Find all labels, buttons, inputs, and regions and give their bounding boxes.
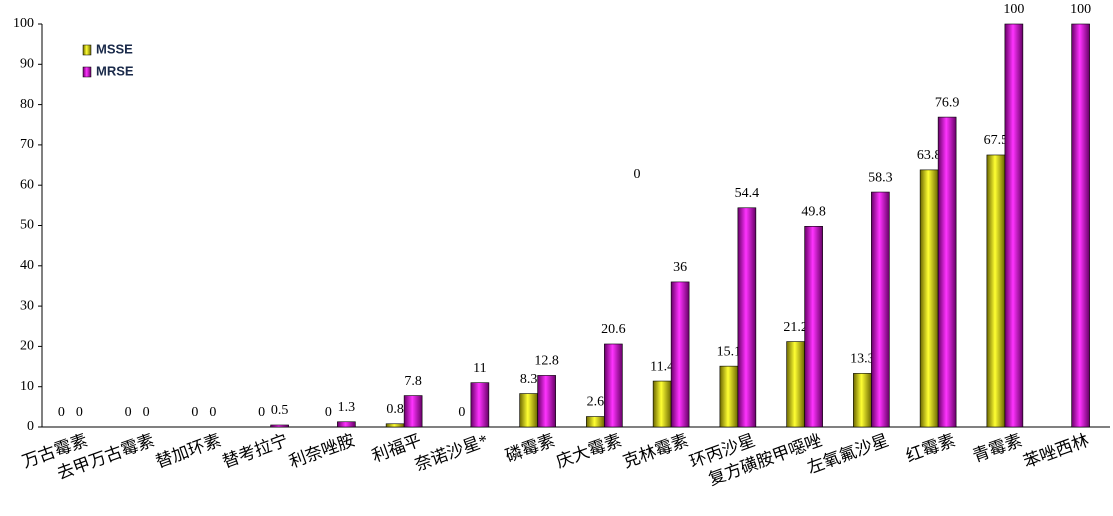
data-label: 21.2 [783, 320, 808, 335]
legend-swatch [82, 66, 92, 78]
bar [403, 395, 423, 428]
bar [853, 373, 872, 428]
data-label: 13.3 [850, 352, 875, 367]
bar [919, 169, 939, 428]
data-label: 2.6 [587, 395, 605, 410]
bar [937, 116, 957, 428]
x-tick-label: 青霉素 [970, 431, 1024, 466]
y-tick-label: 50 [20, 218, 34, 233]
data-label: 11.4 [650, 359, 674, 374]
y-tick-label: 10 [20, 379, 34, 394]
bar [385, 423, 405, 428]
bar [670, 281, 690, 428]
data-label: 100 [1070, 2, 1091, 17]
data-label: 49.8 [801, 205, 826, 220]
legend-label: MRSE [96, 63, 134, 78]
y-tick-label: 100 [13, 16, 34, 31]
y-tick-label: 30 [20, 298, 34, 313]
x-tick-label: 红霉素 [903, 431, 957, 466]
bar [586, 416, 605, 428]
y-tick-label: 60 [20, 177, 34, 192]
bar [719, 365, 739, 428]
data-label: 0.8 [386, 402, 404, 417]
data-label: 67.5 [984, 133, 1009, 148]
x-tick-label: 庆大霉素 [554, 431, 624, 472]
data-label: 0 [76, 405, 83, 420]
data-label: 0 [58, 405, 65, 420]
bar [804, 226, 823, 428]
data-label: 20.6 [601, 322, 626, 337]
bar [986, 154, 1006, 428]
y-tick-label: 70 [20, 137, 34, 152]
x-tick-label: 利奈唑胺 [287, 431, 357, 472]
x-tick-label: 替考拉宁 [220, 431, 290, 472]
bar [337, 421, 356, 428]
y-tick-label: 90 [20, 57, 34, 72]
data-label: 100 [1003, 2, 1024, 17]
legend-swatch [82, 44, 92, 56]
bar [1071, 23, 1090, 428]
x-tick-label: 奈诺沙星* [412, 431, 490, 475]
data-label: 0.5 [271, 403, 289, 418]
bar [470, 382, 490, 428]
x-tick-label: 替加环素 [153, 431, 223, 472]
bar [519, 393, 538, 428]
data-label: 0 [458, 405, 465, 420]
data-label: 54.4 [735, 186, 760, 201]
data-label: 0 [209, 405, 216, 420]
bar [652, 380, 672, 428]
data-label: 0 [258, 405, 265, 420]
bar [871, 191, 890, 428]
data-label: 63.8 [917, 148, 942, 163]
data-label: 36 [673, 260, 687, 275]
legend-label: MSSE [96, 41, 133, 56]
x-tick-label: 磷霉素 [503, 431, 557, 466]
bar [537, 375, 556, 428]
data-label: 8.3 [520, 372, 538, 387]
data-label: 0 [125, 405, 132, 420]
data-label: 0 [143, 405, 150, 420]
bar [786, 341, 805, 428]
bar [1004, 23, 1024, 428]
data-label: 0 [325, 405, 332, 420]
data-label: 58.3 [868, 170, 893, 185]
data-label: 11 [473, 361, 486, 376]
data-label: 15.1 [717, 344, 742, 359]
bar [604, 343, 623, 428]
data-label: 12.8 [534, 354, 559, 369]
bar [737, 207, 757, 428]
data-label: 76.9 [935, 95, 960, 110]
y-tick-label: 0 [27, 419, 34, 434]
y-tick-label: 80 [20, 97, 34, 112]
data-label: 0 [191, 405, 198, 420]
x-tick-label: 克林霉素 [620, 431, 690, 472]
y-tick-label: 40 [20, 258, 34, 273]
bar [270, 424, 289, 428]
data-label: 7.8 [404, 374, 422, 389]
y-tick-label: 20 [20, 339, 34, 354]
x-tick-label: 苯唑西林 [1021, 431, 1091, 472]
data-label: 1.3 [338, 400, 356, 415]
data-label: 0 [634, 167, 641, 182]
